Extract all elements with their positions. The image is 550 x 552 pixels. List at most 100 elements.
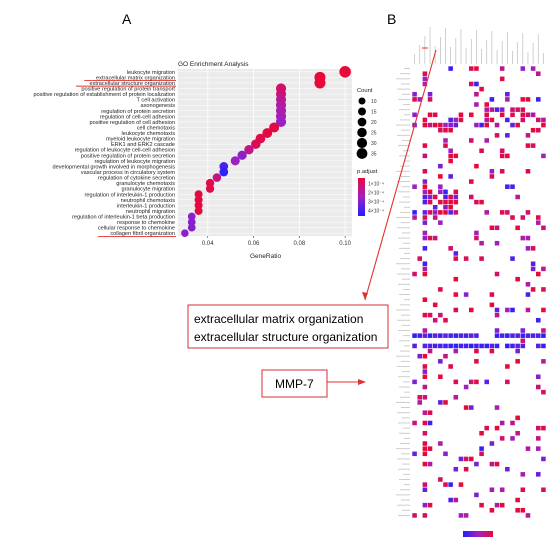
heatmap-cell	[535, 436, 541, 441]
heatmap-cell	[422, 169, 428, 174]
highlight-underlines	[76, 80, 176, 237]
heatmap-cell	[448, 343, 453, 349]
heatmap-cell	[474, 230, 479, 236]
heatmap-cell	[463, 292, 469, 297]
heatmap-cell	[479, 122, 484, 128]
arrow-head-box1	[362, 292, 368, 300]
heatmap-cell	[535, 317, 541, 323]
dot	[194, 190, 203, 199]
heatmap-cell	[422, 482, 428, 487]
heatmap-cell	[525, 333, 531, 338]
heatmap-cell	[515, 359, 520, 364]
heatmap-cell	[438, 220, 443, 225]
heatmap-cell	[422, 333, 428, 338]
heatmap-cells	[412, 66, 546, 518]
color-legend-label: 2×10⁻⁴	[368, 191, 384, 197]
x-axis-ticks: 0.04 0.06 0.08 0.10	[202, 236, 352, 247]
heatmap-cell	[427, 446, 433, 451]
heatmap-cell	[438, 199, 443, 205]
heatmap-cell	[412, 271, 417, 277]
heatmap-cell	[438, 210, 443, 215]
heatmap-cell	[443, 194, 448, 200]
category-label: positive regulation of establishment of …	[34, 92, 175, 98]
heatmap-cell	[438, 122, 443, 128]
heatmap-cell	[520, 97, 526, 102]
heatmap-cell	[468, 456, 474, 462]
heatmap-cell	[453, 395, 459, 400]
heatmap-cell	[510, 215, 515, 220]
heatmap-cell	[484, 122, 490, 128]
heatmap-cell	[515, 122, 520, 128]
heatmap-cell	[489, 461, 495, 467]
category-label: ERK1 and ERK2 cascade	[111, 142, 175, 148]
callout-box-terms-border	[187, 304, 389, 349]
heatmap-cell	[535, 271, 541, 277]
heatmap-cell	[484, 343, 490, 349]
heatmap-cell	[422, 246, 428, 251]
heatmap-cell	[448, 66, 453, 71]
category-label: neutrophil migration	[126, 209, 175, 215]
heatmap-cell	[510, 420, 515, 426]
size-legend-label: 35	[371, 152, 377, 158]
heatmap-cell	[515, 194, 520, 200]
heatmap-cell	[463, 333, 469, 338]
heatmap-cell	[499, 153, 505, 159]
heatmap-cell	[448, 497, 453, 503]
heatmap-cell	[479, 86, 484, 92]
panel-letter-a: A	[122, 11, 132, 27]
heatmap-cell	[448, 117, 453, 123]
heatmap-cell	[448, 122, 453, 128]
heatmap-cell	[499, 436, 505, 441]
heatmap-cell	[422, 502, 428, 508]
heatmap-cell	[438, 343, 443, 349]
heatmap-cell	[422, 266, 428, 272]
heatmap-cell	[453, 343, 459, 349]
heatmap-cell	[479, 451, 484, 457]
heatmap-cell	[432, 302, 438, 308]
dot	[212, 173, 222, 182]
size-legend-label: 10	[371, 99, 377, 105]
heatmap-cell	[515, 107, 520, 112]
size-legend: 10 15 20 25 30 35	[356, 97, 377, 159]
dot	[181, 229, 189, 238]
heatmap-cell	[535, 71, 541, 76]
heatmap-cell	[438, 374, 443, 380]
heatmap-cell	[432, 204, 438, 210]
heatmap-cell	[494, 307, 500, 313]
callout-gene-label: MMP-7	[275, 377, 314, 391]
heatmap-cell	[412, 91, 417, 97]
dot	[275, 116, 287, 127]
heatmap-cell	[510, 107, 515, 112]
heatmap-cell	[505, 210, 510, 215]
heatmap-cell	[535, 446, 541, 451]
heatmap-cell	[427, 97, 433, 102]
heatmap-cell	[427, 189, 433, 195]
heatmap-cell	[520, 472, 526, 477]
heatmap-cell	[525, 97, 531, 102]
heatmap-cell	[484, 107, 490, 112]
heatmap-cell	[520, 107, 526, 112]
heatmap-cell	[438, 163, 443, 169]
heatmap-cell	[520, 508, 526, 513]
heatmap-cell	[422, 410, 428, 415]
heatmap-cell	[422, 441, 428, 446]
heatmap-cell	[422, 374, 428, 380]
heatmap-cell	[474, 199, 479, 205]
heatmap-cell	[427, 461, 433, 467]
category-label: collagen fibril organization	[110, 231, 175, 237]
color-legend-label: 1×10⁻⁴	[368, 182, 384, 188]
heatmap-cell	[468, 343, 474, 349]
heatmap-cell	[525, 292, 531, 297]
dot	[244, 145, 254, 155]
dot	[314, 77, 326, 89]
heatmap-cell	[515, 415, 520, 421]
heatmap-cell	[510, 343, 515, 349]
heatmap-cell	[484, 117, 490, 123]
heatmap-cell	[494, 328, 500, 333]
heatmap-cell	[458, 112, 464, 118]
heatmap-cell	[510, 333, 515, 338]
callout-arrows	[327, 49, 437, 385]
heatmap-cell	[520, 117, 526, 123]
heatmap-cell	[525, 235, 531, 241]
heatmap-cell	[427, 312, 433, 318]
